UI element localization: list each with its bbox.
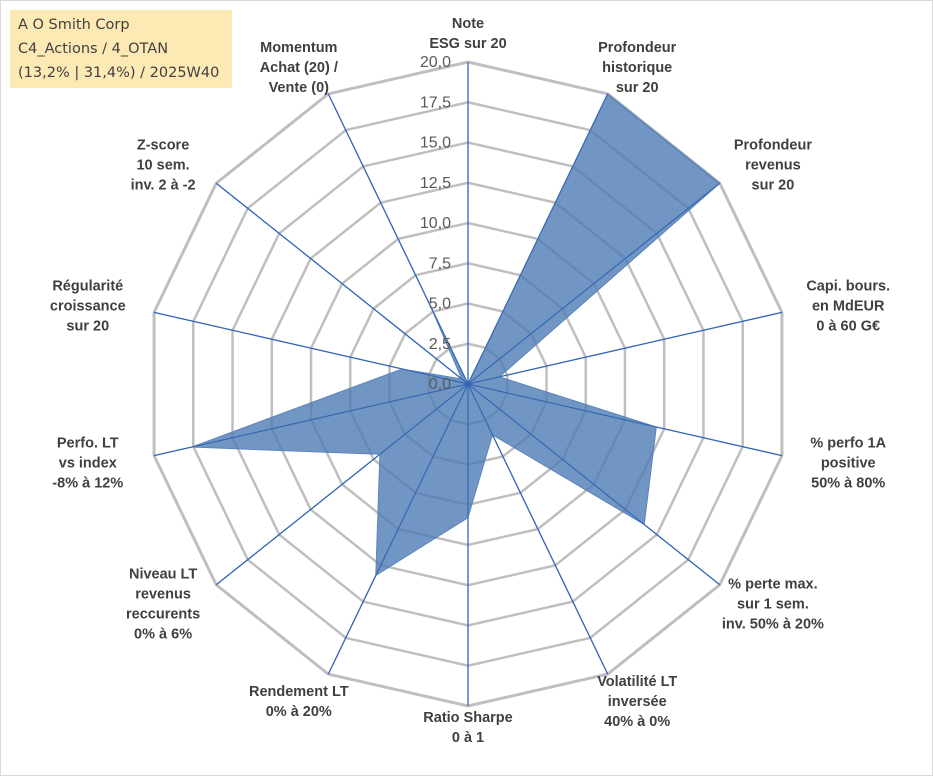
axis-spoke-overlay — [215, 383, 469, 586]
radial-tick-label: 2,5 — [429, 336, 451, 353]
axis-label: % perfo 1A positive 50% à 80% — [810, 435, 886, 491]
chart-subtitle-category: C4_Actions / 4_OTAN — [18, 41, 169, 57]
radial-tick-label: 0,0 — [429, 376, 451, 393]
radial-tick-label: 17,5 — [420, 94, 451, 111]
axis-spoke-overlay — [467, 383, 783, 457]
chart-subtitle-stats: (13,2% | 31,4%) / 2025W40 — [18, 65, 220, 81]
chart-title: A O Smith Corp — [18, 17, 130, 33]
axis-label: Profondeur revenus sur 20 — [734, 138, 812, 194]
axis-label: Capi. bours. en MdEUR 0 à 60 G€ — [806, 279, 890, 335]
axis-spoke-overlay — [467, 93, 609, 385]
axis-label: Régularité croissance sur 20 — [50, 279, 126, 335]
axis-label: Rendement LT 0% à 20% — [249, 684, 349, 720]
axis-label: Ratio Sharpe 0 à 1 — [423, 710, 512, 746]
axis-spoke-overlay — [467, 311, 783, 385]
axis-label: Z-score 10 sem. inv. 2 à -2 — [131, 138, 196, 194]
axis-spoke-overlay — [215, 182, 469, 385]
series-layer — [153, 62, 783, 706]
label-layer: Note ESG sur 20 Profondeur historique sur 20… — [50, 16, 890, 746]
tick-layer: 0,0 2,5 5,0 7,5 10,0 12,5 15,0 17,5 20,0 — [420, 54, 451, 393]
axis-spoke-overlay — [327, 93, 469, 385]
axis-spoke-overlay — [467, 182, 721, 385]
axis-label: Niveau LT revenus reccurents 0% à 6% — [126, 566, 200, 642]
axis-spoke-overlay — [467, 383, 721, 586]
radial-tick-label: 10,0 — [420, 215, 451, 232]
series-area — [191, 93, 721, 577]
radial-tick-label: 5,0 — [429, 296, 451, 313]
axis-label: Profondeur historique sur 20 — [598, 40, 676, 96]
axis-label: % perte max. sur 1 sem. inv. 50% à 20% — [722, 576, 824, 632]
chart-title-box: A O Smith Corp C4_Actions / 4_OTAN (13,2… — [10, 10, 232, 88]
axis-label: Momentum Achat (20) / Vente (0) — [260, 40, 338, 96]
radial-tick-label: 7,5 — [429, 255, 451, 272]
axis-spoke-overlay — [327, 383, 469, 675]
radial-tick-label: 20,0 — [420, 54, 451, 71]
axis-spoke-overlay — [153, 311, 469, 385]
radial-tick-label: 15,0 — [420, 135, 451, 152]
axis-label: Volatilité LT inversée 40% à 0% — [597, 674, 677, 730]
axis-label: Note ESG sur 20 — [429, 16, 506, 52]
radial-tick-label: 12,5 — [420, 175, 451, 192]
axis-label: Perfo. LT vs index -8% à 12% — [52, 435, 123, 491]
axis-spoke-overlay — [467, 383, 609, 675]
axis-spoke-overlay — [153, 383, 469, 457]
